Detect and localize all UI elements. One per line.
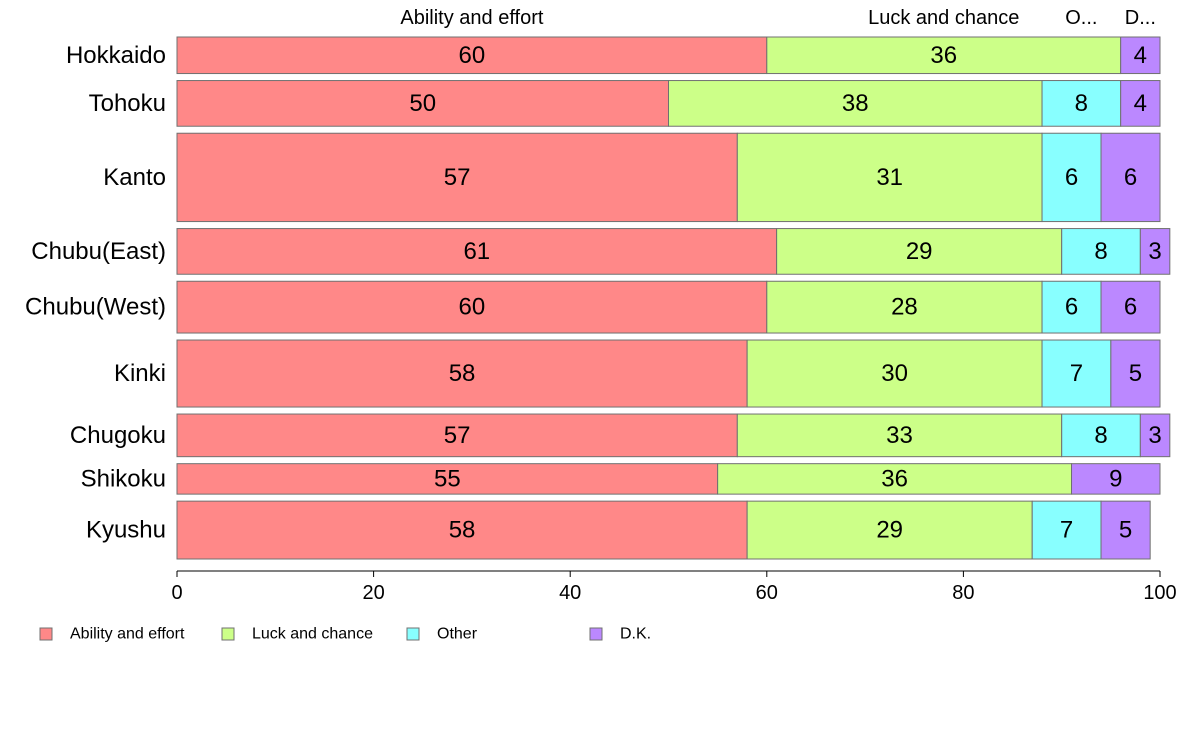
category-label-chugoku: Chugoku	[70, 422, 166, 449]
legend-swatch-d-k	[589, 627, 603, 641]
data-label-luck-and-chance-hokkaido: 36	[930, 42, 957, 69]
data-label-d-k-shikoku: 9	[1109, 465, 1122, 492]
bar-ability-and-effort-chubu-east	[176, 228, 778, 275]
x-tick-label-20: 20	[362, 582, 384, 604]
bar-d-k-chubu-east	[1139, 228, 1171, 275]
data-label-ability-and-effort-hokkaido: 60	[459, 42, 486, 69]
category-label-kanto: Kanto	[103, 164, 166, 191]
data-label-d-k-chubu-west: 6	[1124, 294, 1137, 321]
bar-ability-and-effort-kinki	[176, 339, 748, 408]
data-label-luck-and-chance-chubu-east: 29	[906, 238, 933, 265]
legend-label-d-k: D.K.	[620, 626, 651, 643]
data-label-ability-and-effort-shikoku: 55	[434, 465, 461, 492]
bar-other-kinki	[1041, 339, 1112, 408]
bar-d-k-chubu-west	[1100, 280, 1161, 334]
category-label-shikoku: Shikoku	[81, 465, 166, 492]
bar-other-kanto	[1041, 132, 1102, 223]
data-label-ability-and-effort-kyushu: 58	[449, 517, 476, 544]
x-tick-label-0: 0	[171, 582, 182, 604]
data-label-d-k-tohoku: 4	[1134, 90, 1147, 117]
x-tick-label-100: 100	[1143, 582, 1176, 604]
data-label-ability-and-effort-kinki: 58	[449, 360, 476, 387]
bar-ability-and-effort-kyushu	[176, 500, 748, 560]
bar-ability-and-effort-shikoku	[176, 463, 719, 495]
category-label-tohoku: Tohoku	[89, 90, 166, 117]
data-label-luck-and-chance-chugoku: 33	[886, 422, 913, 449]
data-label-other-chubu-west: 6	[1065, 294, 1078, 321]
data-label-other-chugoku: 8	[1094, 422, 1107, 449]
data-label-ability-and-effort-chugoku: 57	[444, 422, 471, 449]
data-label-luck-and-chance-kyushu: 29	[876, 517, 903, 544]
data-label-other-kyushu: 7	[1060, 517, 1073, 544]
bar-d-k-chugoku	[1139, 413, 1171, 458]
bar-d-k-kanto	[1100, 132, 1161, 223]
bar-d-k-kinki	[1110, 339, 1161, 408]
bar-d-k-shikoku	[1071, 463, 1161, 495]
category-label-chubu-east: Chubu(East)	[31, 238, 166, 265]
x-axis: 0 20 40 60 80 100	[171, 570, 1177, 604]
x-tick-label-60: 60	[756, 582, 778, 604]
bar-ability-and-effort-hokkaido	[176, 36, 768, 75]
legend-label-other: Other	[437, 626, 478, 643]
category-label-hokkaido: Hokkaido	[66, 42, 166, 69]
x-tick-label-40: 40	[559, 582, 581, 604]
legend-label-luck-and-chance: Luck and chance	[252, 626, 373, 643]
category-label-kinki: Kinki	[114, 360, 166, 387]
data-label-ability-and-effort-tohoku: 50	[409, 90, 436, 117]
data-label-d-k-chugoku: 3	[1148, 422, 1161, 449]
data-label-other-chubu-east: 8	[1094, 238, 1107, 265]
data-label-ability-and-effort-chubu-west: 60	[459, 294, 486, 321]
top-label-ability-and-effort: Ability and effort	[400, 7, 543, 29]
data-label-d-k-chubu-east: 3	[1148, 238, 1161, 265]
top-label-luck-and-chance: Luck and chance	[868, 7, 1019, 29]
bar-other-chubu-west	[1041, 280, 1102, 334]
data-label-d-k-kinki: 5	[1129, 360, 1142, 387]
top-series-labels: Ability and effort Luck and chance O... D..…	[400, 7, 1156, 29]
data-label-d-k-kanto: 6	[1124, 164, 1137, 191]
data-label-luck-and-chance-shikoku: 36	[881, 465, 908, 492]
data-label-luck-and-chance-tohoku: 38	[842, 90, 869, 117]
bar-other-tohoku	[1041, 80, 1122, 127]
bar-luck-and-chance-chugoku	[736, 413, 1063, 458]
bar-luck-and-chance-tohoku	[668, 80, 1043, 127]
legend-label-ability-and-effort: Ability and effort	[70, 626, 185, 643]
data-label-other-kanto: 6	[1065, 164, 1078, 191]
data-label-luck-and-chance-chubu-west: 28	[891, 294, 918, 321]
data-label-other-tohoku: 8	[1075, 90, 1088, 117]
bar-d-k-hokkaido	[1120, 36, 1161, 75]
data-label-other-kinki: 7	[1070, 360, 1083, 387]
bar-luck-and-chance-kanto	[736, 132, 1043, 223]
bar-luck-and-chance-chubu-west	[766, 280, 1043, 334]
data-label-luck-and-chance-kinki: 30	[881, 360, 908, 387]
bar-luck-and-chance-kinki	[746, 339, 1043, 408]
bar-ability-and-effort-tohoku	[176, 80, 669, 127]
top-label-other: O...	[1065, 7, 1097, 29]
bar-ability-and-effort-chubu-west	[176, 280, 768, 334]
bar-ability-and-effort-kanto	[176, 132, 738, 223]
category-label-kyushu: Kyushu	[86, 517, 166, 544]
bar-luck-and-chance-hokkaido	[766, 36, 1122, 75]
data-label-luck-and-chance-kanto: 31	[876, 164, 903, 191]
legend-swatch-luck-and-chance	[221, 627, 235, 641]
bar-d-k-tohoku	[1120, 80, 1161, 127]
data-label-ability-and-effort-chubu-east: 61	[463, 238, 490, 265]
data-label-ability-and-effort-kanto: 57	[444, 164, 471, 191]
bar-luck-and-chance-chubu-east	[776, 228, 1063, 275]
bar-other-chubu-east	[1061, 228, 1141, 275]
legend-swatch-other	[406, 627, 420, 641]
x-tick-label-80: 80	[952, 582, 974, 604]
data-label-d-k-kyushu: 5	[1119, 517, 1132, 544]
bar-luck-and-chance-shikoku	[717, 463, 1073, 495]
category-labels: Hokkaido Tohoku Kanto Chubu(East) Chubu(West…	[25, 42, 166, 544]
bars-layer: 60 36 450 38 8 457 31 6 661 29 8 360 28 6 658 30 7 557 33 8…	[176, 36, 1171, 560]
category-label-chubu-west: Chubu(West)	[25, 294, 166, 321]
legend: Ability and effort Luck and chance Other D.…	[39, 626, 651, 643]
data-label-d-k-hokkaido: 4	[1134, 42, 1147, 69]
legend-swatch-ability-and-effort	[39, 627, 53, 641]
top-label-d-k: D...	[1125, 7, 1156, 29]
bar-d-k-kyushu	[1100, 500, 1151, 560]
